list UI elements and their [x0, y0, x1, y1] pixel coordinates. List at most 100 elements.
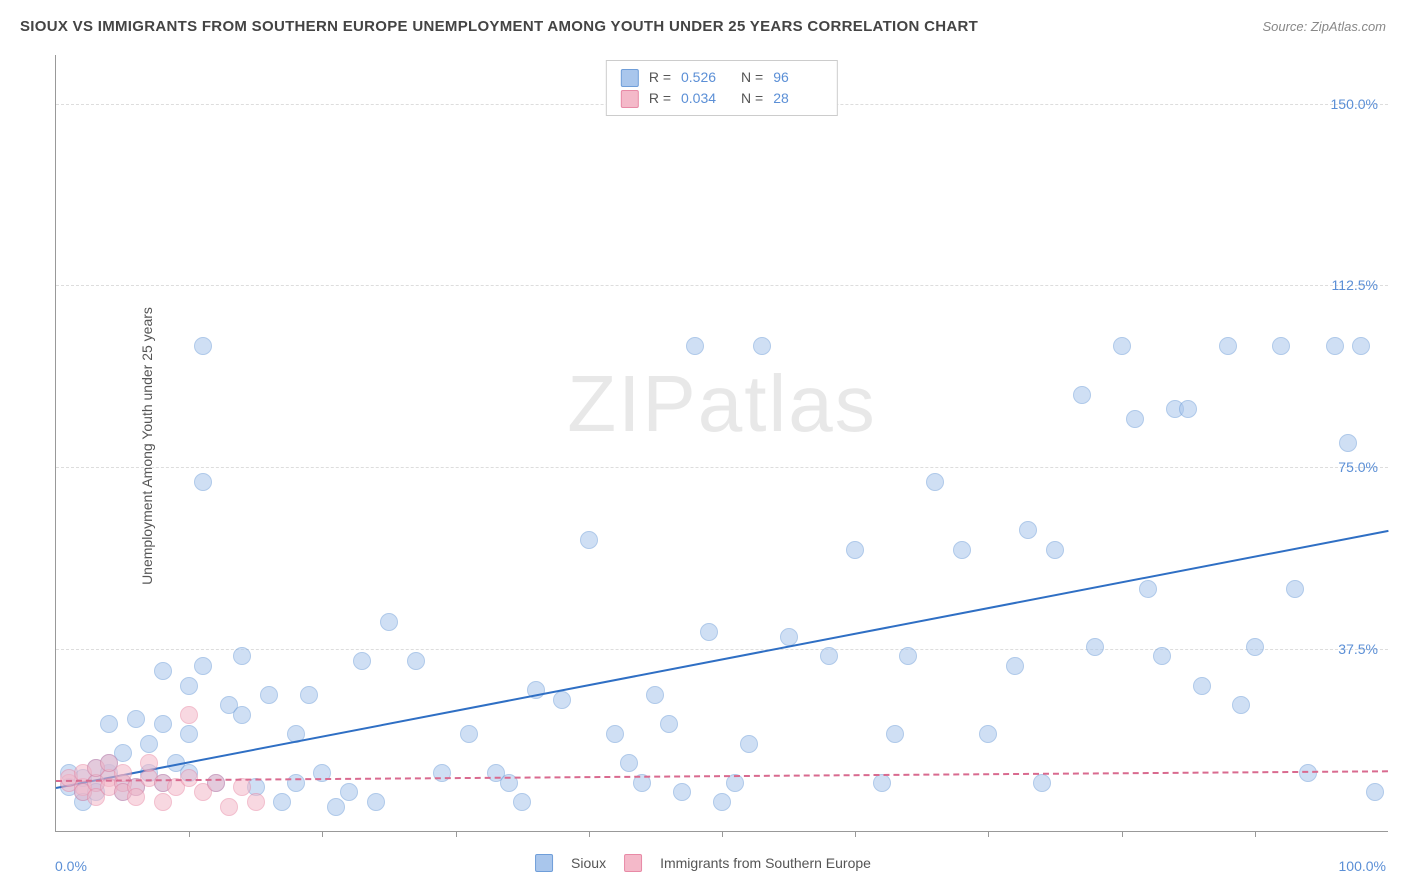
data-point	[154, 715, 172, 733]
y-tick-label: 75.0%	[1338, 459, 1378, 475]
data-point	[1033, 774, 1051, 792]
gridline	[56, 649, 1388, 650]
data-point	[340, 783, 358, 801]
data-point	[194, 657, 212, 675]
plot-area: ZIPatlas R = 0.526 N = 96R = 0.034 N = 28 37.5…	[55, 55, 1388, 832]
x-tick	[456, 831, 457, 837]
watermark: ZIPatlas	[567, 358, 876, 450]
y-tick-label: 150.0%	[1331, 96, 1378, 112]
stats-r-value: 0.526	[681, 67, 731, 88]
x-tick	[189, 831, 190, 837]
x-tick	[722, 831, 723, 837]
data-point	[1006, 657, 1024, 675]
data-point	[646, 686, 664, 704]
data-point	[127, 788, 145, 806]
gridline	[56, 467, 1388, 468]
title-bar: SIOUX VS IMMIGRANTS FROM SOUTHERN EUROPE…	[20, 18, 1386, 35]
data-point	[1326, 337, 1344, 355]
y-tick-label: 112.5%	[1332, 277, 1378, 293]
data-point	[1219, 337, 1237, 355]
data-point	[926, 473, 944, 491]
gridline	[56, 285, 1388, 286]
data-point	[233, 778, 251, 796]
x-tick	[1255, 831, 1256, 837]
x-axis-min-label: 0.0%	[55, 858, 87, 874]
data-point	[979, 725, 997, 743]
data-point	[220, 798, 238, 816]
data-point	[180, 706, 198, 724]
data-point	[207, 774, 225, 792]
stats-r-label: R =	[649, 88, 671, 109]
data-point	[300, 686, 318, 704]
chart-title: SIOUX VS IMMIGRANTS FROM SOUTHERN EUROPE…	[20, 18, 978, 35]
data-point	[700, 623, 718, 641]
y-tick-label: 37.5%	[1338, 641, 1378, 657]
stats-row: R = 0.034 N = 28	[621, 88, 823, 109]
data-point	[1232, 696, 1250, 714]
x-axis-max-label: 100.0%	[1339, 858, 1386, 874]
data-point	[620, 754, 638, 772]
data-point	[273, 793, 291, 811]
data-point	[1073, 386, 1091, 404]
data-point	[194, 337, 212, 355]
data-point	[673, 783, 691, 801]
data-point	[820, 647, 838, 665]
stats-r-value: 0.034	[681, 88, 731, 109]
x-tick	[988, 831, 989, 837]
data-point	[233, 706, 251, 724]
data-point	[686, 337, 704, 355]
data-point	[1339, 434, 1357, 452]
data-point	[154, 662, 172, 680]
x-tick	[322, 831, 323, 837]
legend-series-label: Immigrants from Southern Europe	[660, 855, 871, 871]
x-tick	[855, 831, 856, 837]
data-point	[580, 531, 598, 549]
data-point	[353, 652, 371, 670]
data-point	[100, 715, 118, 733]
data-point	[460, 725, 478, 743]
data-point	[1352, 337, 1370, 355]
data-point	[1366, 783, 1384, 801]
stats-n-label: N =	[741, 67, 763, 88]
data-point	[1086, 638, 1104, 656]
source-attribution: Source: ZipAtlas.com	[1262, 19, 1386, 34]
x-tick	[589, 831, 590, 837]
trendline	[56, 770, 1388, 782]
data-point	[233, 647, 251, 665]
data-point	[873, 774, 891, 792]
data-point	[407, 652, 425, 670]
data-point	[753, 337, 771, 355]
data-point	[1113, 337, 1131, 355]
data-point	[180, 769, 198, 787]
data-point	[1286, 580, 1304, 598]
data-point	[740, 735, 758, 753]
data-point	[367, 793, 385, 811]
data-point	[1179, 400, 1197, 418]
data-point	[606, 725, 624, 743]
stats-legend: R = 0.526 N = 96R = 0.034 N = 28	[606, 60, 838, 116]
data-point	[140, 735, 158, 753]
legend-swatch	[621, 69, 639, 87]
data-point	[886, 725, 904, 743]
stats-row: R =0.526N =96	[621, 67, 823, 88]
data-point	[287, 774, 305, 792]
data-point	[327, 798, 345, 816]
data-point	[1246, 638, 1264, 656]
data-point	[380, 613, 398, 631]
data-point	[180, 725, 198, 743]
stats-n-label: N =	[741, 88, 763, 109]
data-point	[260, 686, 278, 704]
data-point	[513, 793, 531, 811]
data-point	[713, 793, 731, 811]
stats-n-value: 28	[773, 88, 823, 109]
data-point	[660, 715, 678, 733]
trendline	[56, 530, 1388, 789]
data-point	[140, 754, 158, 772]
data-point	[846, 541, 864, 559]
data-point	[1193, 677, 1211, 695]
data-point	[1019, 521, 1037, 539]
series-legend: SiouxImmigrants from Southern Europe	[535, 854, 871, 872]
data-point	[154, 793, 172, 811]
data-point	[1126, 410, 1144, 428]
stats-n-value: 96	[773, 67, 823, 88]
